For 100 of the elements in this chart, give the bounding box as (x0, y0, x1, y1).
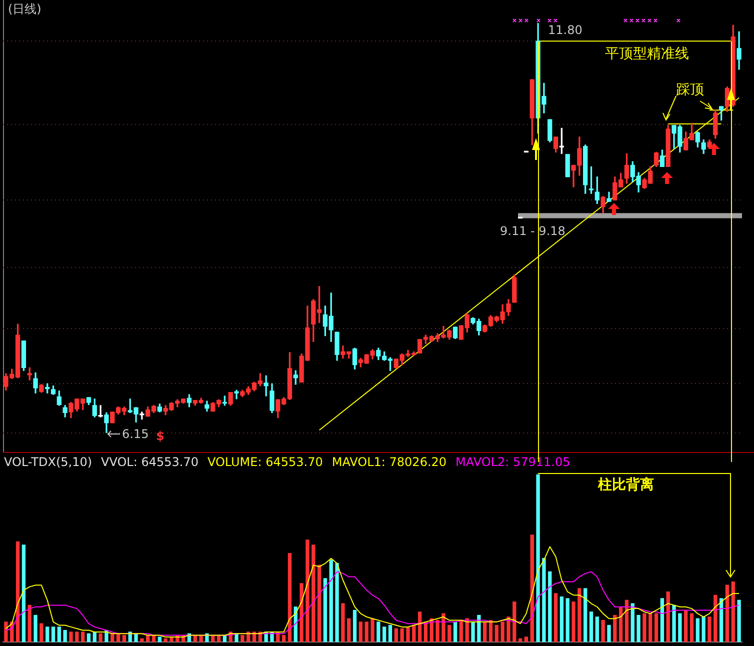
bar (406, 626, 410, 642)
bar (500, 622, 504, 642)
bar (566, 598, 570, 642)
bar (436, 620, 440, 642)
annotation: 踩顶 (676, 82, 704, 98)
bar (63, 630, 67, 642)
bar (317, 564, 322, 642)
bar (282, 634, 286, 642)
annotation: 11.80 (548, 23, 582, 37)
bar (595, 616, 599, 642)
bar (672, 604, 676, 642)
bar (731, 581, 735, 642)
bar (98, 633, 102, 642)
candlestick (234, 390, 239, 400)
bar (358, 622, 363, 642)
annotation: 柱比背离 (598, 477, 654, 493)
bar (725, 584, 730, 642)
bar (69, 632, 73, 642)
bar (613, 614, 617, 642)
bar (678, 613, 682, 642)
bar (335, 563, 339, 642)
bar (412, 624, 416, 642)
bar (158, 636, 162, 642)
bar (584, 588, 588, 642)
bar (164, 638, 168, 642)
text: VVOL: 64553.70 (101, 455, 198, 469)
bar (542, 558, 546, 642)
bar (589, 612, 594, 642)
bar (601, 620, 605, 642)
bar (554, 593, 558, 642)
bar (702, 616, 706, 642)
chart-title: VOL-TDX(5,10) (4, 455, 92, 469)
bar (684, 610, 688, 642)
bar (394, 628, 398, 642)
chart-title: (日线) (8, 2, 42, 16)
bar (382, 626, 386, 642)
bar (400, 628, 404, 642)
bar (536, 474, 540, 642)
bar (488, 620, 493, 642)
annotation: 6.15 (122, 427, 149, 441)
bar (578, 588, 582, 642)
bar (418, 612, 422, 642)
bar (352, 610, 357, 642)
bar (312, 544, 316, 642)
bar (388, 624, 392, 642)
bar (737, 600, 741, 642)
bar (494, 624, 498, 642)
bar (524, 636, 528, 642)
candlestick (140, 412, 144, 420)
bar (4, 622, 8, 642)
bar (22, 544, 26, 642)
text: MAVOL2: 57911.05 (456, 455, 570, 469)
bar (654, 613, 658, 642)
bar (323, 578, 328, 642)
bar (690, 613, 694, 642)
bar (376, 622, 380, 642)
bar (560, 596, 564, 642)
bar (80, 632, 85, 642)
bar (28, 604, 32, 642)
bar (34, 614, 38, 642)
bar (648, 613, 652, 642)
bar (518, 638, 522, 642)
bar (300, 583, 304, 642)
bar (714, 594, 718, 642)
bar (347, 618, 351, 642)
text: VOLUME: 64553.70 (207, 455, 323, 469)
candlestick (98, 405, 103, 418)
bar (442, 613, 446, 642)
bar (57, 626, 61, 642)
bar (288, 553, 292, 642)
bar (86, 633, 91, 642)
bar (607, 624, 611, 642)
bar (548, 571, 552, 642)
bar (51, 626, 56, 642)
text: MAVOL1: 78026.20 (332, 455, 447, 469)
bar (40, 623, 44, 642)
bar (696, 618, 700, 642)
bar (636, 614, 640, 642)
bar (624, 600, 629, 642)
bar (719, 598, 724, 642)
bar (370, 618, 374, 642)
annotation: $ (156, 429, 164, 443)
bar (75, 632, 79, 642)
bar (471, 622, 475, 642)
bar (630, 603, 634, 642)
bar (708, 616, 712, 642)
bar (140, 638, 144, 642)
bar (122, 634, 126, 642)
bar (666, 591, 670, 642)
bar (341, 603, 345, 642)
band-label: 9.11 - 9.18 (500, 224, 566, 238)
bar (329, 560, 333, 642)
bar (618, 606, 623, 642)
bar (306, 540, 310, 642)
bar (642, 613, 646, 642)
bar (512, 602, 516, 642)
bar (448, 624, 452, 642)
bar (16, 541, 20, 642)
bar (483, 622, 487, 642)
series-label: 平顶型精准线 (605, 46, 689, 62)
